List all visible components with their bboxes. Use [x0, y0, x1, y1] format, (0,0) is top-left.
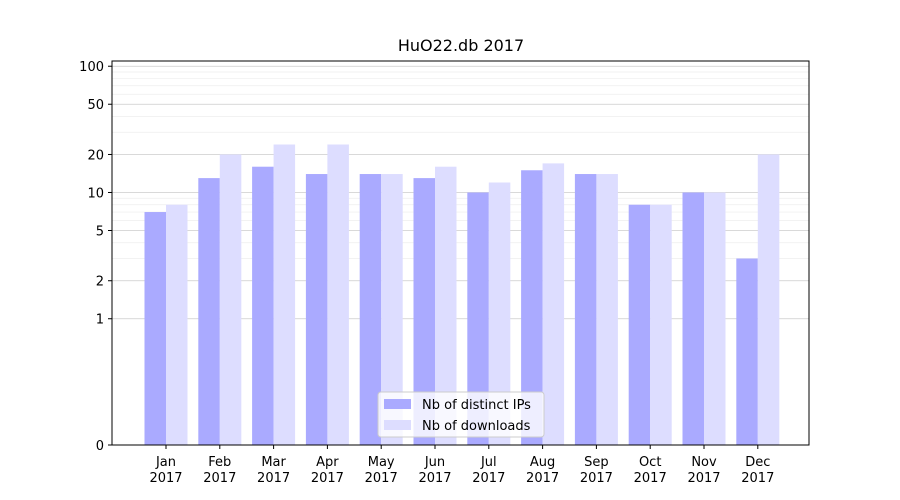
- y-tick-label: 100: [79, 60, 104, 75]
- y-tick-label: 2: [96, 275, 104, 290]
- bar: [252, 166, 274, 445]
- bar: [273, 144, 296, 445]
- legend-label: Nb of downloads: [422, 419, 531, 434]
- chart-title: HuO22.db 2017: [398, 36, 524, 55]
- x-tick-sublabel: 2017: [472, 471, 505, 486]
- bar: [704, 192, 726, 445]
- x-tick-sublabel: 2017: [203, 471, 236, 486]
- bar: [736, 258, 758, 445]
- y-tick-label: 20: [87, 148, 104, 163]
- bars: [144, 144, 780, 446]
- x-tick-label: Jun: [424, 455, 445, 470]
- x-tick-label: Jul: [480, 455, 497, 470]
- y-tick-label: 0: [96, 439, 104, 454]
- bar: [435, 166, 457, 445]
- bar: [327, 144, 349, 445]
- bar: [757, 154, 780, 445]
- legend-box: [377, 391, 545, 438]
- y-axis: 0 1 2 5 10 20 50 100: [79, 60, 112, 454]
- x-tick-sublabel: 2017: [311, 471, 344, 486]
- x-tick-label: Nov: [691, 455, 717, 470]
- x-tick-label: Jan: [155, 455, 176, 470]
- bar: [305, 174, 328, 445]
- y-tick-label: 50: [87, 98, 104, 113]
- x-tick-label: May: [368, 455, 395, 470]
- x-tick-sublabel: 2017: [580, 471, 613, 486]
- bar: [198, 178, 220, 446]
- bar: [682, 192, 704, 445]
- bar: [413, 178, 435, 446]
- bar: [542, 163, 565, 445]
- x-tick-sublabel: 2017: [149, 471, 182, 486]
- bar: [144, 212, 166, 445]
- legend-label: Nb of distinct IPs: [422, 398, 531, 413]
- y-tick-label: 10: [87, 186, 104, 201]
- bar: [488, 182, 511, 445]
- legend-swatch: [384, 420, 411, 430]
- bar: [166, 204, 188, 445]
- plot-frame: [111, 60, 810, 446]
- bar: [650, 204, 672, 445]
- y-tick-label: 5: [96, 224, 104, 239]
- legend: Nb of distinct IPs Nb of downloads: [377, 391, 545, 438]
- y-tick-label: 1: [96, 313, 104, 328]
- bar: [596, 174, 618, 445]
- legend-swatch: [384, 399, 411, 409]
- x-tick-label: Feb: [208, 455, 231, 470]
- x-tick-sublabel: 2017: [687, 471, 720, 486]
- x-axis: Jan2017Feb2017Mar2017Apr2017May2017Jun20…: [149, 445, 774, 486]
- x-tick-sublabel: 2017: [257, 471, 290, 486]
- x-tick-label: Aug: [530, 455, 555, 470]
- x-tick-sublabel: 2017: [365, 471, 398, 486]
- x-tick-sublabel: 2017: [418, 471, 451, 486]
- x-tick-label: Sep: [584, 455, 609, 470]
- bar: [521, 170, 543, 445]
- x-tick-sublabel: 2017: [526, 471, 559, 486]
- x-tick-label: Apr: [316, 455, 339, 470]
- bar: [359, 174, 382, 445]
- bar: [628, 204, 651, 445]
- x-tick-sublabel: 2017: [634, 471, 667, 486]
- bar: [219, 154, 242, 445]
- x-tick-label: Oct: [639, 455, 661, 470]
- x-tick-label: Mar: [261, 455, 286, 470]
- x-tick-sublabel: 2017: [741, 471, 774, 486]
- x-tick-label: Dec: [745, 455, 770, 470]
- bar: [574, 174, 597, 445]
- bar: [467, 192, 489, 445]
- bar: [381, 174, 403, 445]
